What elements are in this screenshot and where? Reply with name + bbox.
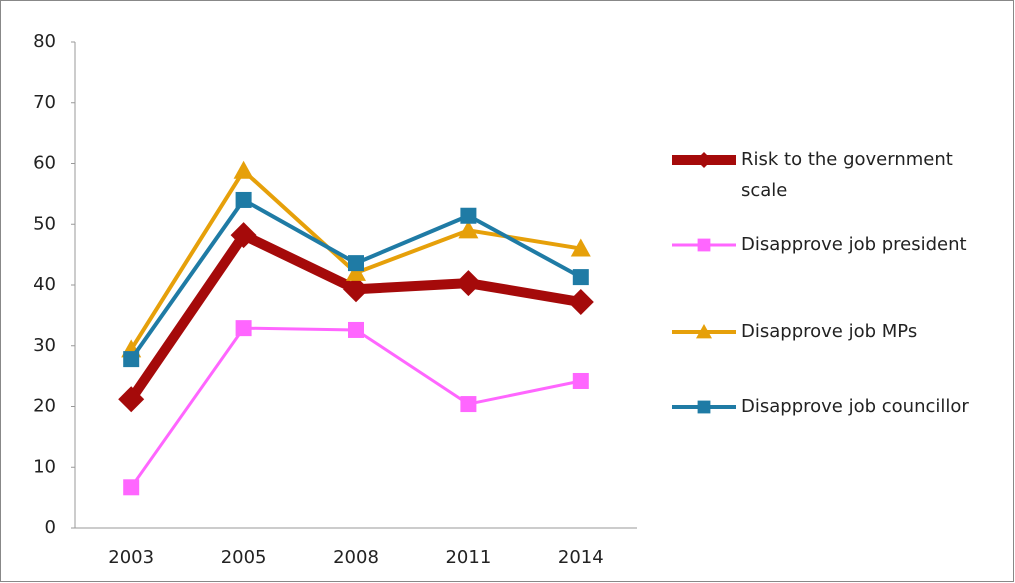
marker (455, 270, 482, 297)
marker (348, 255, 364, 272)
marker (572, 372, 589, 389)
marker (567, 289, 594, 316)
y-tick-label: 20 (33, 396, 56, 417)
marker (235, 320, 252, 337)
legend-label: Disapprove job president (741, 234, 967, 255)
x-tick-label: 2014 (558, 547, 604, 568)
x-tick-label: 2011 (445, 547, 491, 568)
marker (346, 262, 366, 281)
marker (348, 321, 364, 338)
marker (696, 152, 712, 168)
y-tick-label: 50 (33, 213, 56, 234)
marker (343, 276, 369, 303)
marker (123, 479, 140, 496)
marker (697, 400, 711, 414)
marker (460, 207, 477, 224)
marker (458, 220, 479, 239)
y-tick-label: 30 (33, 335, 56, 356)
x-tick-label: 2003 (108, 547, 154, 568)
marker (460, 396, 477, 413)
x-tick-label: 2005 (221, 547, 267, 568)
y-tick-label: 0 (45, 517, 56, 538)
legend-label: Disapprove job MPs (741, 321, 918, 342)
marker (696, 324, 712, 339)
y-tick-label: 10 (33, 456, 56, 477)
y-tick-label: 70 (33, 92, 56, 113)
legend-label: Risk to the government scale (741, 149, 953, 201)
legend-label: Disapprove job councillor (741, 396, 969, 417)
y-tick-label: 80 (33, 31, 56, 52)
marker (233, 160, 254, 179)
marker (123, 351, 140, 368)
y-tick-label: 60 (33, 153, 56, 174)
marker (230, 222, 257, 249)
marker (118, 386, 145, 413)
x-tick-label: 2008 (333, 547, 379, 568)
marker (697, 238, 711, 252)
marker (570, 238, 591, 257)
marker (235, 191, 252, 208)
marker (572, 269, 589, 286)
y-tick-label: 40 (33, 274, 56, 295)
